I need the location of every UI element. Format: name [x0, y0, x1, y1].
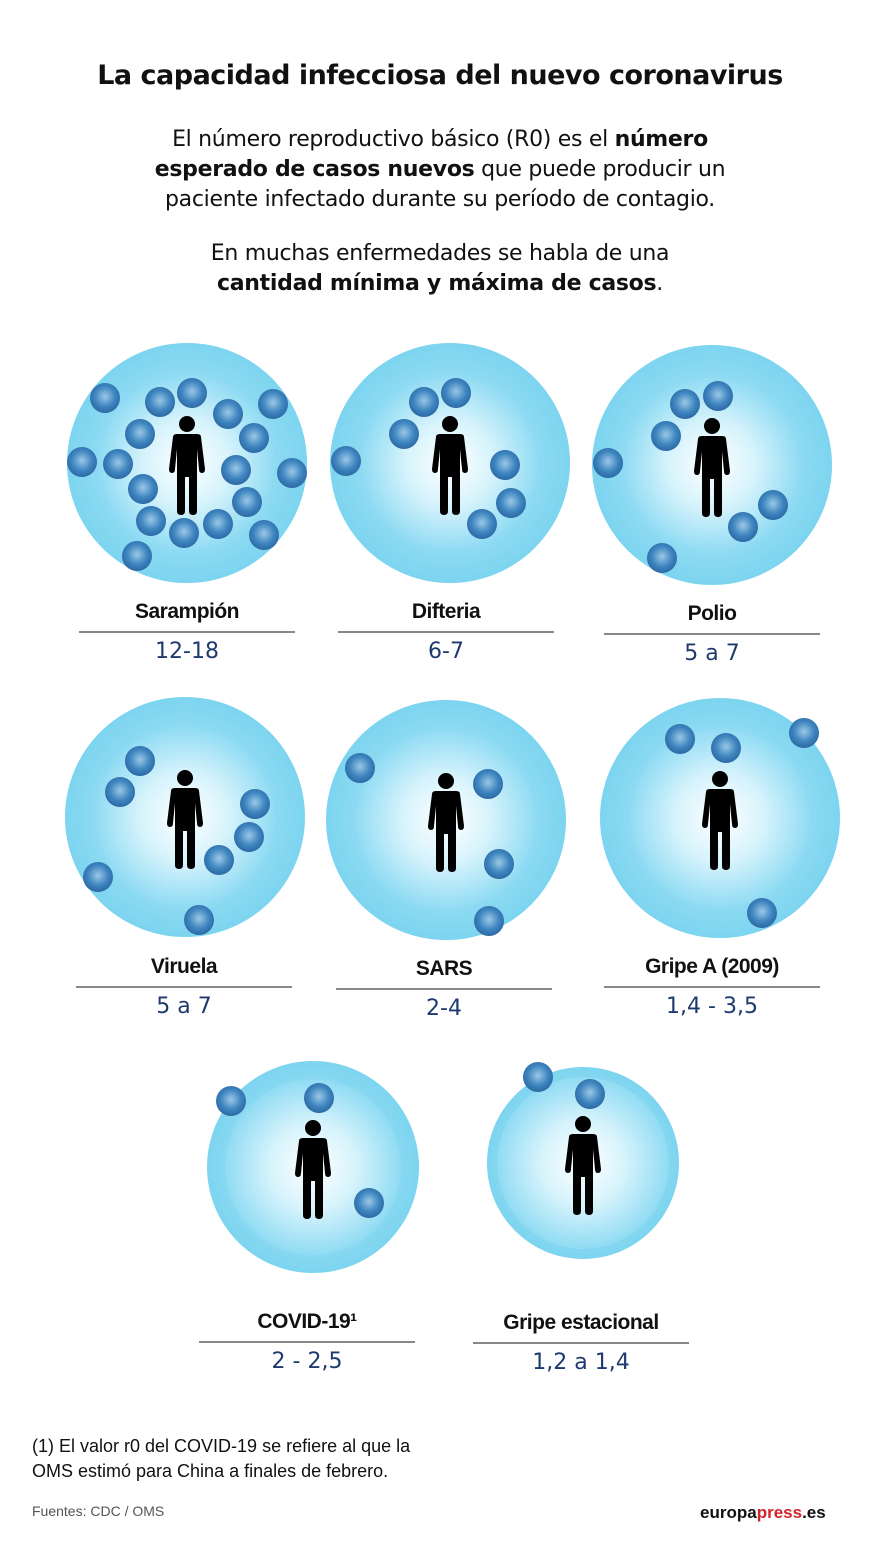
- case-dot: [125, 746, 155, 776]
- case-dot: [221, 455, 251, 485]
- disease-name: Gripe estacional: [503, 1311, 659, 1334]
- intro-paragraph-2: En muchas enfermedades se habla de una c…: [0, 239, 880, 299]
- case-dot: [345, 753, 375, 783]
- case-dot: [103, 449, 133, 479]
- case-dot: [467, 509, 497, 539]
- intro-bold: cantidad mínima y máxima de casos: [217, 271, 657, 296]
- footnote-line: OMS estimó para China a finales de febre…: [32, 1461, 389, 1481]
- case-dot: [593, 448, 623, 478]
- case-dot: [304, 1083, 334, 1113]
- case-dot: [665, 724, 695, 754]
- case-dot: [203, 509, 233, 539]
- case-dot: [239, 423, 269, 453]
- divider: [604, 633, 820, 635]
- case-dot: [703, 381, 733, 411]
- r0-value: 5 a 7: [156, 994, 212, 1019]
- case-dot: [204, 845, 234, 875]
- case-dot: [277, 458, 307, 488]
- person-icon: [698, 770, 742, 875]
- case-dot: [145, 387, 175, 417]
- case-dot: [441, 378, 471, 408]
- case-dot: [409, 387, 439, 417]
- disease-name: Viruela: [150, 955, 218, 978]
- footnote-line: (1) El valor r0 del COVID-19 se refiere …: [32, 1436, 411, 1456]
- person-icon: [424, 772, 468, 877]
- case-dot: [249, 520, 279, 550]
- r0-value: 2 - 2,5: [271, 1349, 343, 1374]
- case-dot: [136, 506, 166, 536]
- case-dot: [484, 849, 514, 879]
- case-dot: [490, 450, 520, 480]
- case-dot: [234, 822, 264, 852]
- case-dot: [240, 789, 270, 819]
- page-title: La capacidad infecciosa del nuevo corona…: [97, 60, 783, 91]
- case-dot: [473, 769, 503, 799]
- case-dot: [232, 487, 262, 517]
- disease-name: Difteria: [411, 600, 481, 623]
- case-dot: [216, 1086, 246, 1116]
- person-icon: [561, 1115, 605, 1220]
- case-dot: [575, 1079, 605, 1109]
- case-dot: [169, 518, 199, 548]
- case-dot: [728, 512, 758, 542]
- case-dot: [747, 898, 777, 928]
- intro-text: En muchas enfermedades se habla de una: [210, 241, 670, 266]
- case-dot: [177, 378, 207, 408]
- intro-text: El número reproductivo básico (R0) es el: [172, 127, 615, 152]
- divider: [336, 988, 552, 990]
- disease-name: Sarampión: [134, 600, 240, 623]
- divider: [76, 986, 292, 988]
- r0-value: 12-18: [155, 639, 219, 664]
- case-dot: [496, 488, 526, 518]
- disease-name: SARS: [415, 957, 473, 980]
- case-dot: [354, 1188, 384, 1218]
- r0-value: 1,4 - 3,5: [666, 994, 758, 1019]
- divider: [473, 1342, 689, 1344]
- r0-value: 6-7: [428, 639, 464, 664]
- sources: Fuentes: CDC / OMS: [32, 1503, 165, 1519]
- intro-text: que puede producir un paciente infectado…: [165, 157, 726, 212]
- r0-value: 2-4: [426, 996, 462, 1021]
- case-dot: [758, 490, 788, 520]
- case-dot: [122, 541, 152, 571]
- intro-text: .: [656, 271, 663, 296]
- footnote: (1) El valor r0 del COVID-19 se refiere …: [32, 1434, 410, 1484]
- case-dot: [213, 399, 243, 429]
- person-icon: [163, 769, 207, 874]
- case-dot: [789, 718, 819, 748]
- case-dot: [83, 862, 113, 892]
- intro-bold: número esperado de casos nuevos: [154, 127, 708, 182]
- case-dot: [647, 543, 677, 573]
- intro-paragraph-1: El número reproductivo básico (R0) es el…: [0, 125, 880, 215]
- disease-name: Polio: [687, 602, 737, 625]
- r0-value: 1,2 a 1,4: [532, 1350, 630, 1375]
- case-dot: [90, 383, 120, 413]
- person-icon: [291, 1119, 335, 1224]
- divider: [79, 631, 295, 633]
- case-dot: [474, 906, 504, 936]
- case-dot: [711, 733, 741, 763]
- divider: [199, 1341, 415, 1343]
- case-dot: [184, 905, 214, 935]
- person-icon: [165, 415, 209, 520]
- case-dot: [125, 419, 155, 449]
- case-dot: [523, 1062, 553, 1092]
- r0-value: 5 a 7: [684, 641, 740, 666]
- divider: [604, 986, 820, 988]
- person-icon: [428, 415, 472, 520]
- person-icon: [690, 417, 734, 522]
- case-dot: [331, 446, 361, 476]
- case-dot: [651, 421, 681, 451]
- case-dot: [389, 419, 419, 449]
- disease-name: COVID-19¹: [257, 1310, 357, 1333]
- disease-name: Gripe A (2009): [645, 955, 779, 978]
- case-dot: [105, 777, 135, 807]
- case-dot: [258, 389, 288, 419]
- case-dot: [128, 474, 158, 504]
- case-dot: [67, 447, 97, 477]
- divider: [338, 631, 554, 633]
- case-dot: [670, 389, 700, 419]
- europapress-logo: europapress.es: [700, 1503, 826, 1522]
